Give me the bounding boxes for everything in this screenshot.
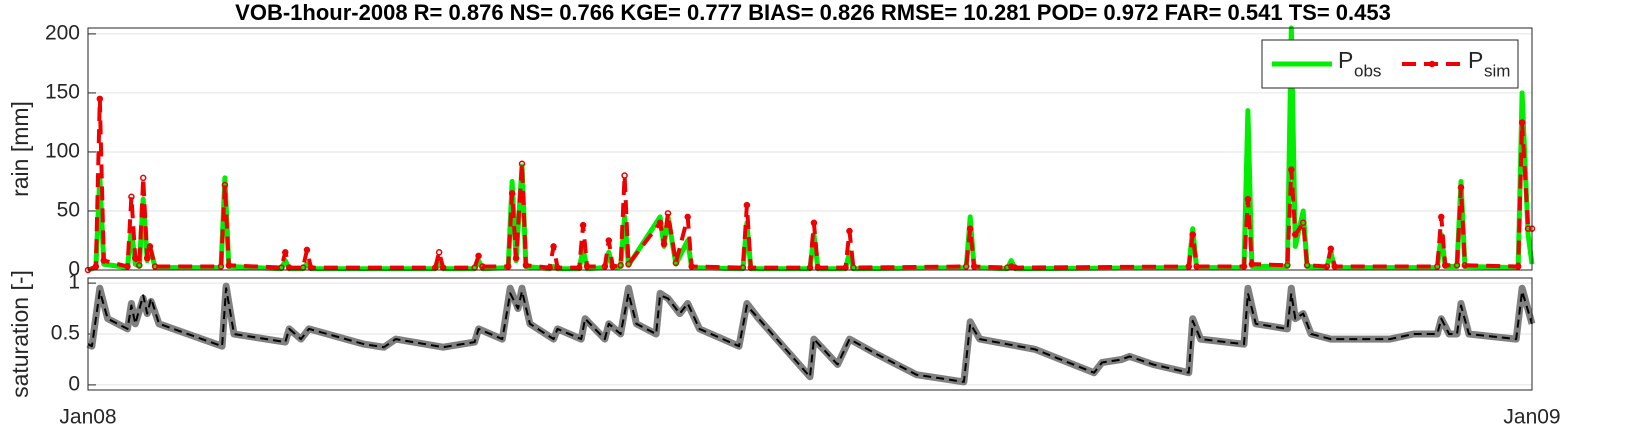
point xyxy=(504,263,512,270)
point xyxy=(136,262,143,269)
point xyxy=(139,174,147,182)
point xyxy=(508,190,516,197)
point xyxy=(1434,263,1441,270)
point xyxy=(435,249,443,256)
point xyxy=(1453,262,1461,269)
legend-subscript: sim xyxy=(1484,61,1510,80)
point xyxy=(1292,231,1299,238)
point xyxy=(664,210,672,217)
point xyxy=(1438,213,1445,221)
point xyxy=(1327,245,1335,253)
point xyxy=(1240,263,1248,270)
point xyxy=(579,221,587,229)
point xyxy=(625,260,632,268)
point xyxy=(684,213,691,221)
x-tick-label: Jan09 xyxy=(1503,406,1560,429)
point xyxy=(303,246,311,254)
point xyxy=(1514,263,1522,270)
point xyxy=(688,263,695,270)
point xyxy=(1457,184,1465,191)
point xyxy=(282,249,289,256)
point xyxy=(550,243,557,250)
point xyxy=(609,263,616,270)
series-line xyxy=(87,287,1533,383)
point xyxy=(1288,166,1295,173)
y-tick-label: 0.5 xyxy=(51,322,80,345)
point xyxy=(1189,231,1196,238)
point xyxy=(100,257,108,264)
point xyxy=(1518,119,1526,126)
point xyxy=(1248,260,1256,268)
point xyxy=(656,219,664,227)
point xyxy=(962,263,970,270)
point xyxy=(621,172,628,179)
legend-label: P xyxy=(1338,47,1353,73)
point xyxy=(1185,263,1193,270)
point xyxy=(605,237,613,244)
y-tick-label: 100 xyxy=(45,139,80,162)
point xyxy=(522,262,530,269)
point xyxy=(660,240,668,248)
point xyxy=(1303,262,1311,269)
point xyxy=(518,160,526,168)
point xyxy=(966,225,974,232)
point xyxy=(970,263,978,270)
y-tick-label: 200 xyxy=(45,21,80,44)
y-axis-label: saturation [-] xyxy=(7,270,33,398)
y-tick-label: 0 xyxy=(68,372,80,395)
point xyxy=(846,227,853,235)
point xyxy=(601,263,609,270)
point xyxy=(512,254,520,262)
point xyxy=(1284,262,1291,269)
point xyxy=(1331,263,1338,270)
point xyxy=(221,181,229,189)
point xyxy=(146,243,154,250)
point xyxy=(583,263,591,270)
point xyxy=(1193,263,1200,270)
legend-marker xyxy=(1428,60,1436,68)
y-tick-label: 50 xyxy=(57,199,80,222)
x-tick-label: Jan08 xyxy=(59,406,116,429)
point xyxy=(1461,262,1469,269)
point xyxy=(128,193,135,201)
point xyxy=(143,254,151,262)
point xyxy=(617,262,624,269)
point xyxy=(124,263,131,270)
chart-title: VOB-1hour-2008 R= 0.876 NS= 0.766 KGE= 0… xyxy=(235,0,1391,25)
legend-subscript: obs xyxy=(1354,61,1381,80)
point xyxy=(132,254,139,262)
point xyxy=(96,95,104,103)
point xyxy=(1299,219,1307,227)
point xyxy=(743,201,751,209)
series-line xyxy=(87,96,1532,272)
point xyxy=(217,263,225,270)
point xyxy=(151,263,159,270)
point xyxy=(1323,263,1331,270)
point xyxy=(1524,225,1532,232)
point xyxy=(672,259,680,267)
y-axis-label: rain [mm] xyxy=(7,101,33,197)
point xyxy=(475,252,482,260)
point xyxy=(1441,262,1449,269)
point xyxy=(479,263,486,270)
axes-box xyxy=(87,27,1533,271)
y-tick-label: 0 xyxy=(68,258,80,281)
y-tick-label: 150 xyxy=(45,80,80,103)
axes-box xyxy=(87,277,1533,391)
legend-label: P xyxy=(1468,47,1483,73)
y-tick-label: 1 xyxy=(68,271,80,294)
point xyxy=(92,263,100,270)
point xyxy=(810,219,818,227)
point xyxy=(1244,195,1252,203)
point xyxy=(225,262,233,269)
